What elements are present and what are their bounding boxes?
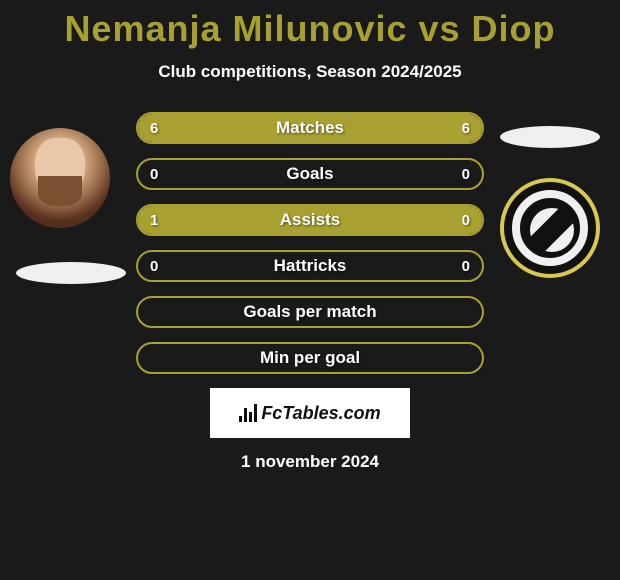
subtitle: Club competitions, Season 2024/2025 bbox=[0, 62, 620, 82]
player-left-club-oval bbox=[16, 262, 126, 284]
stat-row-matches: 6 Matches 6 bbox=[136, 112, 484, 144]
bar-chart-icon bbox=[239, 404, 257, 422]
player-left-avatar bbox=[10, 128, 110, 228]
stat-value-right: 0 bbox=[462, 206, 470, 234]
stat-row-min-per-goal: Min per goal bbox=[136, 342, 484, 374]
branding-badge[interactable]: FcTables.com bbox=[210, 388, 410, 438]
branding-label: FcTables.com bbox=[261, 403, 380, 424]
stat-label: Min per goal bbox=[138, 344, 482, 372]
stat-label: Assists bbox=[138, 206, 482, 234]
stat-label: Goals bbox=[138, 160, 482, 188]
stat-label: Goals per match bbox=[138, 298, 482, 326]
stat-value-right: 0 bbox=[462, 252, 470, 280]
stat-row-hattricks: 0 Hattricks 0 bbox=[136, 250, 484, 282]
stat-row-assists: 1 Assists 0 bbox=[136, 204, 484, 236]
player-right-club-oval bbox=[500, 126, 600, 148]
comparison-title: Nemanja Milunovic vs Diop bbox=[0, 0, 620, 50]
club-badge-inner bbox=[530, 208, 574, 252]
date: 1 november 2024 bbox=[0, 452, 620, 472]
stat-label: Matches bbox=[138, 114, 482, 142]
stats-table: 6 Matches 6 0 Goals 0 1 Assists 0 0 Hatt… bbox=[136, 112, 484, 374]
player-right-club-badge bbox=[500, 178, 600, 278]
stat-value-right: 0 bbox=[462, 160, 470, 188]
stat-row-goals: 0 Goals 0 bbox=[136, 158, 484, 190]
stat-row-goals-per-match: Goals per match bbox=[136, 296, 484, 328]
stat-label: Hattricks bbox=[138, 252, 482, 280]
stat-value-right: 6 bbox=[462, 114, 470, 142]
